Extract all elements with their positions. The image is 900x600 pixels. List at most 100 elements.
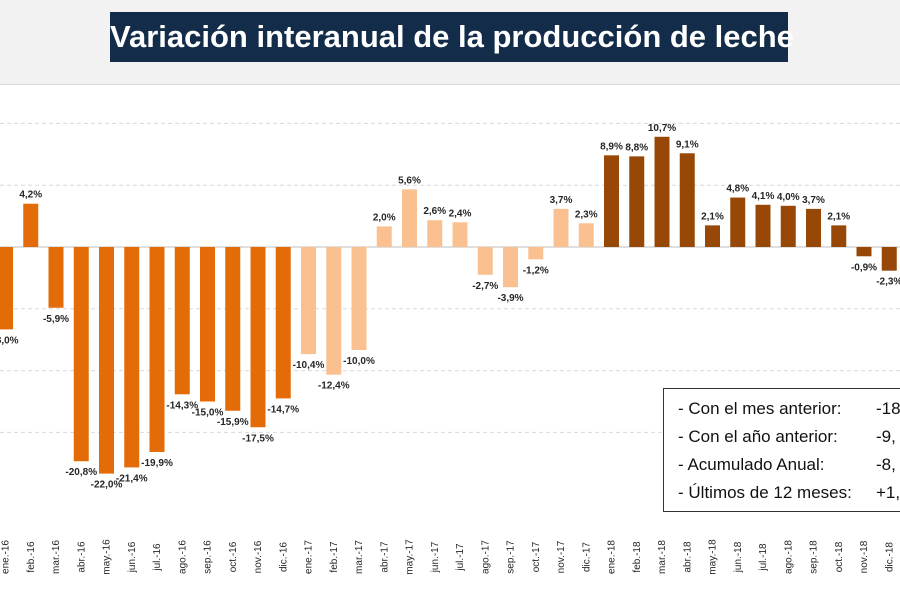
tick-label: jun.-16 bbox=[127, 541, 138, 573]
bar-mar.-16 bbox=[48, 247, 64, 308]
tick-label: ene.-16 bbox=[1, 540, 12, 574]
bar-jul.-18 bbox=[755, 204, 771, 247]
tick-label: jun.-18 bbox=[733, 541, 744, 573]
tick-label: jul.-17 bbox=[455, 543, 466, 572]
data-label: -2,7% bbox=[472, 281, 498, 292]
summary-row-acumulado: - Acumulado Anual: -8, bbox=[678, 451, 900, 479]
data-label: 4,2% bbox=[19, 190, 42, 201]
tick-label: ago.-18 bbox=[783, 540, 794, 574]
data-label: -1,2% bbox=[523, 265, 549, 276]
bar-feb.-16 bbox=[23, 203, 39, 247]
summary-box: - Con el mes anterior: -18 - Con el año … bbox=[663, 388, 900, 512]
bar-sep.-18 bbox=[806, 208, 821, 247]
data-label: 4,0% bbox=[777, 192, 800, 203]
tick-label: mar.-18 bbox=[657, 540, 668, 574]
data-label: -10,4% bbox=[293, 360, 325, 371]
tick-label: sep.-17 bbox=[506, 540, 517, 574]
bar-jun.-17 bbox=[427, 220, 443, 247]
bar-oct.-17 bbox=[528, 247, 544, 260]
tick-label: nov.-18 bbox=[859, 540, 870, 573]
tick-label: feb.-18 bbox=[632, 541, 643, 573]
data-label: -12,4% bbox=[318, 381, 350, 392]
summary-label: - Con el año anterior: bbox=[678, 427, 838, 446]
tick-label: abr.-16 bbox=[76, 541, 87, 573]
tick-label: dic.-18 bbox=[884, 542, 895, 572]
data-label: -3,9% bbox=[497, 293, 523, 304]
bar-nov.-16 bbox=[250, 247, 266, 428]
summary-label: - Con el mes anterior: bbox=[678, 399, 842, 418]
tick-label: feb.-17 bbox=[329, 541, 340, 573]
tick-label: nov.-17 bbox=[556, 540, 567, 573]
tick-label: oct.-18 bbox=[834, 541, 845, 572]
bar-ago.-16 bbox=[174, 247, 190, 395]
tick-label: mar.-16 bbox=[51, 540, 62, 574]
bar-dic.-17 bbox=[578, 223, 594, 247]
summary-value: -8, bbox=[876, 455, 896, 474]
tick-label: ene.-18 bbox=[607, 540, 618, 574]
tick-label: jun.-17 bbox=[430, 541, 441, 573]
bar-ene.-16 bbox=[0, 247, 13, 330]
bar-feb.-18 bbox=[629, 156, 645, 247]
summary-value: +1, bbox=[876, 483, 900, 502]
data-label: -15,0% bbox=[192, 408, 224, 419]
data-label: -15,9% bbox=[217, 417, 249, 428]
summary-row-mes: - Con el mes anterior: -18 bbox=[678, 395, 900, 423]
data-label: -14,7% bbox=[267, 404, 299, 415]
bar-abr.-17 bbox=[376, 226, 392, 247]
tick-label: jul.-16 bbox=[152, 543, 163, 572]
tick-label: nov.-16 bbox=[253, 540, 264, 573]
data-label: 10,7% bbox=[648, 123, 676, 134]
data-label: -21,4% bbox=[116, 473, 148, 484]
data-label: 2,0% bbox=[373, 212, 396, 223]
data-label: 2,1% bbox=[827, 211, 850, 222]
data-label: -0,9% bbox=[851, 262, 877, 273]
tick-label: dic.-16 bbox=[278, 542, 289, 572]
bar-may.-16 bbox=[99, 247, 114, 474]
bar-ago.-17 bbox=[477, 247, 493, 275]
data-label: -22,0% bbox=[91, 480, 123, 491]
bar-ene.-17 bbox=[301, 247, 316, 355]
data-label: 9,1% bbox=[676, 139, 699, 150]
data-label: -17,5% bbox=[242, 433, 274, 444]
bar-abr.-18 bbox=[679, 153, 695, 247]
tick-label: abr.-18 bbox=[682, 541, 693, 573]
tick-label: abr.-17 bbox=[379, 541, 390, 573]
data-label: 4,8% bbox=[726, 184, 749, 195]
bar-may.-17 bbox=[402, 189, 417, 247]
bar-mar.-18 bbox=[654, 136, 670, 247]
data-label: -20,8% bbox=[65, 467, 97, 478]
summary-label: - Últimos de 12 meses: bbox=[678, 483, 852, 502]
bar-may.-18 bbox=[705, 225, 720, 247]
bar-jul.-16 bbox=[149, 247, 165, 452]
data-label: -14,3% bbox=[166, 400, 198, 411]
bar-sep.-17 bbox=[503, 247, 518, 288]
data-label: 2,1% bbox=[701, 211, 724, 222]
tick-label: may.-18 bbox=[708, 539, 719, 575]
tick-label: ago.-17 bbox=[480, 540, 491, 574]
summary-value: -18 bbox=[876, 399, 900, 418]
tick-label: may.-16 bbox=[102, 539, 113, 575]
bar-ene.-18 bbox=[604, 155, 619, 247]
data-label: 2,6% bbox=[423, 206, 446, 217]
bar-dic.-18 bbox=[881, 247, 897, 271]
tick-label: ago.-16 bbox=[177, 540, 188, 574]
summary-row-anio: - Con el año anterior: -9, bbox=[678, 423, 900, 451]
tick-label: sep.-18 bbox=[809, 540, 820, 574]
data-label: 4,1% bbox=[752, 191, 775, 202]
bar-nov.-18 bbox=[856, 247, 872, 257]
tick-label: jul.-18 bbox=[758, 543, 769, 572]
summary-label: - Acumulado Anual: bbox=[678, 455, 825, 474]
bar-feb.-17 bbox=[326, 247, 342, 375]
data-label: 2,3% bbox=[575, 209, 598, 220]
tick-label: sep.-16 bbox=[203, 540, 214, 574]
data-label: 2,4% bbox=[449, 208, 472, 219]
data-label: 5,6% bbox=[398, 175, 421, 186]
tick-label: may.-17 bbox=[405, 539, 416, 575]
data-label: -5,9% bbox=[43, 314, 69, 325]
tick-label: mar.-17 bbox=[354, 540, 365, 574]
tick-label: oct.-17 bbox=[531, 541, 542, 572]
summary-value: -9, bbox=[876, 427, 896, 446]
bar-abr.-16 bbox=[73, 247, 89, 462]
bar-mar.-17 bbox=[351, 247, 367, 350]
bar-oct.-16 bbox=[225, 247, 241, 411]
